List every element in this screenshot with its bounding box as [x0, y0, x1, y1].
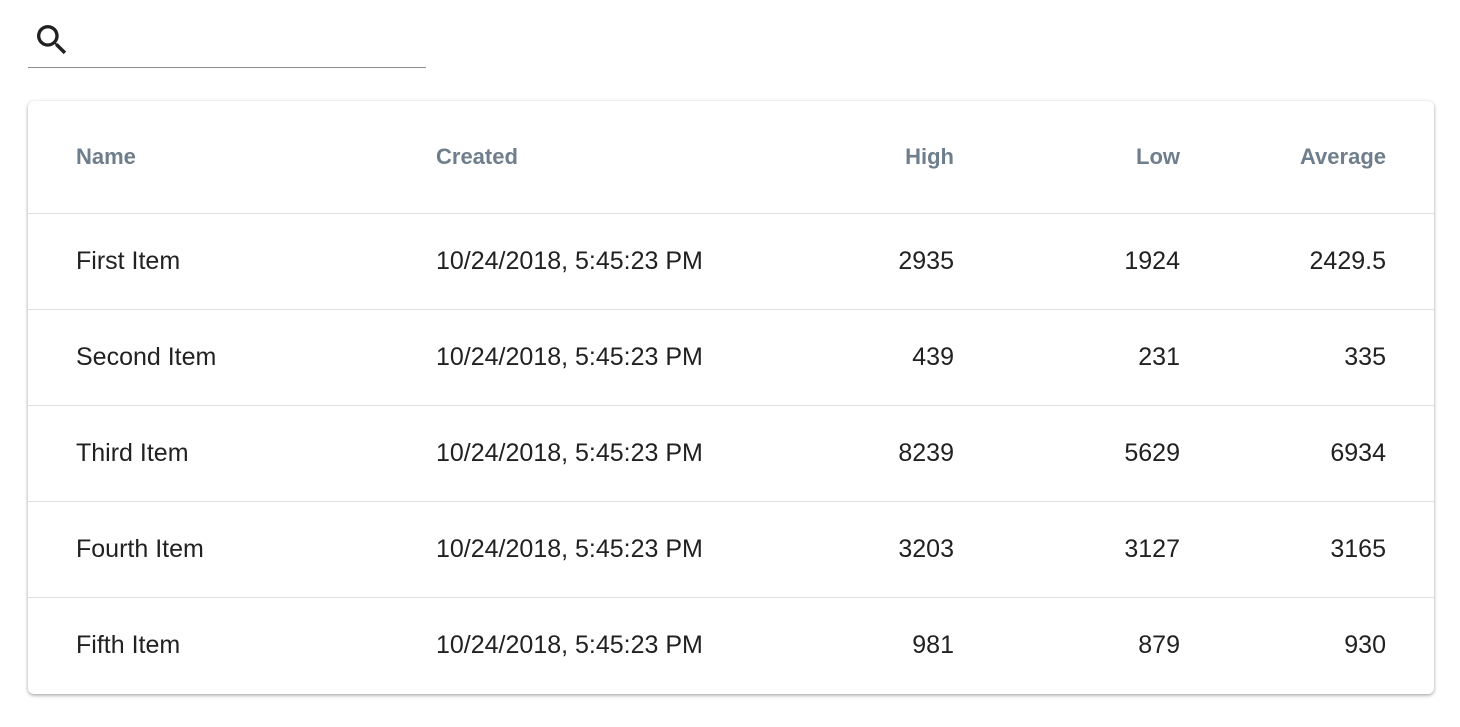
data-table-card: Name Created High Low Average First Item… — [28, 101, 1434, 694]
cell-average: 2429.5 — [1309, 246, 1386, 275]
cell-name: Third Item — [76, 438, 189, 467]
cell-high: 981 — [912, 630, 954, 659]
cell-created: 10/24/2018, 5:45:23 PM — [436, 630, 703, 659]
cell-created: 10/24/2018, 5:45:23 PM — [436, 342, 703, 371]
cell-name: First Item — [76, 246, 181, 275]
cell-average: 6934 — [1330, 438, 1386, 467]
cell-name: Fifth Item — [76, 630, 181, 659]
cell-name: Fourth Item — [76, 534, 204, 563]
table-row[interactable]: Third Item 10/24/2018, 5:45:23 PM 8239 5… — [28, 405, 1434, 501]
column-header-name[interactable]: Name — [76, 143, 136, 169]
column-header-high[interactable]: High — [905, 143, 954, 169]
cell-low: 879 — [1138, 630, 1180, 659]
cell-low: 231 — [1138, 342, 1180, 371]
cell-average: 335 — [1344, 342, 1386, 371]
cell-created: 10/24/2018, 5:45:23 PM — [436, 438, 703, 467]
column-header-average[interactable]: Average — [1299, 143, 1386, 169]
cell-low: 1924 — [1124, 246, 1180, 275]
table-row[interactable]: Second Item 10/24/2018, 5:45:23 PM 439 2… — [28, 309, 1434, 405]
cell-low: 3127 — [1124, 534, 1180, 563]
cell-created: 10/24/2018, 5:45:23 PM — [436, 534, 703, 563]
cell-low: 5629 — [1124, 438, 1180, 467]
data-table: Name Created High Low Average First Item… — [28, 101, 1434, 693]
cell-high: 2935 — [898, 246, 954, 275]
cell-high: 3203 — [898, 534, 954, 563]
cell-average: 3165 — [1330, 534, 1386, 563]
cell-name: Second Item — [76, 342, 217, 371]
cell-created: 10/24/2018, 5:45:23 PM — [436, 246, 703, 275]
table-row[interactable]: First Item 10/24/2018, 5:45:23 PM 2935 1… — [28, 213, 1434, 309]
table-header-row: Name Created High Low Average — [28, 101, 1434, 213]
column-header-created[interactable]: Created — [436, 143, 518, 169]
cell-average: 930 — [1344, 630, 1386, 659]
search-field[interactable] — [28, 14, 426, 68]
cell-high: 439 — [912, 342, 954, 371]
search-input[interactable] — [84, 20, 420, 60]
table-row[interactable]: Fifth Item 10/24/2018, 5:45:23 PM 981 87… — [28, 597, 1434, 693]
column-header-low[interactable]: Low — [1136, 143, 1180, 169]
cell-high: 8239 — [898, 438, 954, 467]
search-icon[interactable] — [32, 20, 72, 60]
table-row[interactable]: Fourth Item 10/24/2018, 5:45:23 PM 3203 … — [28, 501, 1434, 597]
